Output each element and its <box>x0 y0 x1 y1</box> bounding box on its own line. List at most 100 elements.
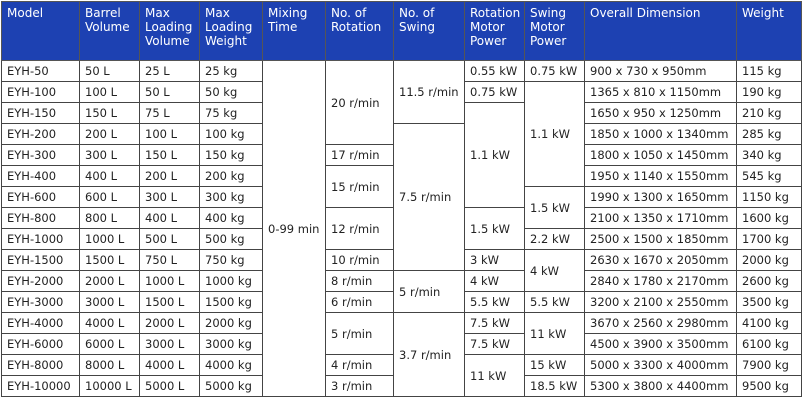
table-row: EYH-50 50 L 25 L 25 kg 0-99 min 20 r/min 11.5 … <box>1 60 802 397</box>
table-cell: 0-99 min <box>262 60 326 397</box>
table-row: EYH-150 150 L 75 L 75 kg 1.1 kW 1650 x 950 x … <box>1 102 802 208</box>
table-cell: 100 kg <box>199 123 263 145</box>
table-cell: 1500 L <box>79 249 140 271</box>
table-cell: 2100 x 1350 x 1710mm <box>584 207 737 229</box>
header-row: Model Barrel Volume Max Loading Volume Max … <box>1 1 802 61</box>
table-cell: 1.5 kW <box>464 207 525 250</box>
table-cell: EYH-3000 <box>1 291 80 313</box>
table-cell: 100 L <box>79 81 140 103</box>
table-cell: 1950 x 1140 x 1550mm <box>584 165 737 187</box>
column-header: Weight <box>736 1 802 61</box>
table-cell: EYH-6000 <box>1 333 80 355</box>
table-cell: 1990 x 1300 x 1650mm <box>584 186 737 208</box>
table-cell: 8 r/min <box>325 270 394 292</box>
table-cell: 50 kg <box>199 81 263 103</box>
table-cell: EYH-8000 <box>1 354 80 376</box>
table-cell: 2000 L <box>139 312 200 334</box>
table-row: EYH-200 200 L 100 L 100 kg 7.5 r/min 1850 x 1… <box>1 123 802 271</box>
table-cell: 300 kg <box>199 186 263 208</box>
table-cell: 7.5 kW <box>464 333 525 355</box>
table-row: EYH-4000 4000 L 2000 L 2000 kg 5 r/min 3.7 r/… <box>1 312 802 397</box>
table-cell: EYH-100 <box>1 81 80 103</box>
table-cell: 4000 L <box>79 312 140 334</box>
table-cell: 2500 x 1500 x 1850mm <box>584 228 737 250</box>
column-header: Model <box>1 1 80 61</box>
table-cell: 750 kg <box>199 249 263 271</box>
table-cell: 500 L <box>139 228 200 250</box>
table-cell: 75 kg <box>199 102 263 124</box>
table-cell: EYH-4000 <box>1 312 80 334</box>
table-cell: 2600 kg <box>736 270 802 292</box>
table-cell: 15 kW <box>524 354 585 376</box>
table-cell: 10000 L <box>79 375 140 397</box>
table-cell: 6100 kg <box>736 333 802 355</box>
table-row: EYH-400 400 L 200 L 200 kg 15 r/min 1950 x 11… <box>1 165 802 208</box>
table-cell: 5.5 kW <box>524 291 585 313</box>
table-cell: 5 r/min <box>393 270 465 313</box>
table-row: EYH-2000 2000 L 1000 L 1000 kg 8 r/min 5 r/mi… <box>1 270 802 313</box>
table-cell: EYH-200 <box>1 123 80 145</box>
table-cell: 5000 L <box>139 375 200 397</box>
table-cell: 200 kg <box>199 165 263 187</box>
table-cell: 25 L <box>139 60 200 82</box>
table-cell: 1500 kg <box>199 291 263 313</box>
table-cell: 545 kg <box>736 165 802 187</box>
column-header: Barrel Volume <box>79 1 140 61</box>
table-cell: EYH-1500 <box>1 249 80 271</box>
table-cell: 4000 L <box>139 354 200 376</box>
table-cell: 4 r/min <box>325 354 394 376</box>
table-cell: 100 L <box>139 123 200 145</box>
table-cell: 1365 x 810 x 1150mm <box>584 81 737 103</box>
table-cell: 2000 kg <box>199 312 263 334</box>
table-cell: 200 L <box>79 123 140 145</box>
table-cell: 9500 kg <box>736 375 802 397</box>
table-cell: 3500 kg <box>736 291 802 313</box>
table-cell: EYH-800 <box>1 207 80 229</box>
table-row: EYH-1000 1000 L 500 L 500 kg 2.2 kW 2500 x 15… <box>1 228 802 250</box>
table-cell: 5000 kg <box>199 375 263 397</box>
table-cell: 1.1 kW <box>464 102 525 208</box>
table-cell: EYH-300 <box>1 144 80 166</box>
table-cell: EYH-1000 <box>1 228 80 250</box>
table-cell: 0.75 kW <box>524 60 585 82</box>
table-cell: 4 kW <box>464 270 525 292</box>
table-row: EYH-6000 6000 L 3000 L 3000 kg 7.5 kW 4500 x … <box>1 333 802 355</box>
table-cell: 18.5 kW <box>524 375 585 397</box>
column-header: Swing Motor Power <box>524 1 585 61</box>
table-cell: 2840 x 1780 x 2170mm <box>584 270 737 292</box>
table-cell: EYH-50 <box>1 60 80 82</box>
column-header: Rotation Motor Power <box>464 1 525 61</box>
table-cell: 150 kg <box>199 144 263 166</box>
table-cell: 8000 L <box>79 354 140 376</box>
table-cell: 600 L <box>79 186 140 208</box>
table-cell: 2000 kg <box>736 249 802 271</box>
table-row: EYH-600 600 L 300 L 300 kg 1.5 kW 1990 x 1300… <box>1 186 802 229</box>
table-cell: 5.5 kW <box>464 291 525 313</box>
table-cell: 1.1 kW <box>524 81 585 187</box>
column-header: Mixing Time <box>262 1 326 61</box>
table-cell: 900 x 730 x 950mm <box>584 60 737 82</box>
table-cell: 50 L <box>79 60 140 82</box>
table-cell: 6000 L <box>79 333 140 355</box>
table-cell: 1150 kg <box>736 186 802 208</box>
table-cell: 400 kg <box>199 207 263 229</box>
table-cell: 400 L <box>139 207 200 229</box>
table-cell: 340 kg <box>736 144 802 166</box>
table-cell: 1000 L <box>139 270 200 292</box>
table-cell: 25 kg <box>199 60 263 82</box>
table-row: EYH-100 100 L 50 L 50 kg 0.75 kW 1.1 kW 1365 x… <box>1 81 802 187</box>
table-cell: 17 r/min <box>325 144 394 166</box>
table-cell: 5300 x 3800 x 4400mm <box>584 375 737 397</box>
table-cell: 750 L <box>139 249 200 271</box>
table-cell: 200 L <box>139 165 200 187</box>
table-cell: 285 kg <box>736 123 802 145</box>
table-cell: 210 kg <box>736 102 802 124</box>
table-cell: 6 r/min <box>325 291 394 313</box>
table-cell: 3 kW <box>464 249 525 271</box>
table-row: EYH-10000 10000 L 5000 L 5000 kg 3 r/min 18.5… <box>1 375 802 397</box>
table-cell: EYH-150 <box>1 102 80 124</box>
table-cell: 15 r/min <box>325 165 394 208</box>
table-cell: 1650 x 950 x 1250mm <box>584 102 737 124</box>
table-cell: 4 kW <box>524 249 585 292</box>
